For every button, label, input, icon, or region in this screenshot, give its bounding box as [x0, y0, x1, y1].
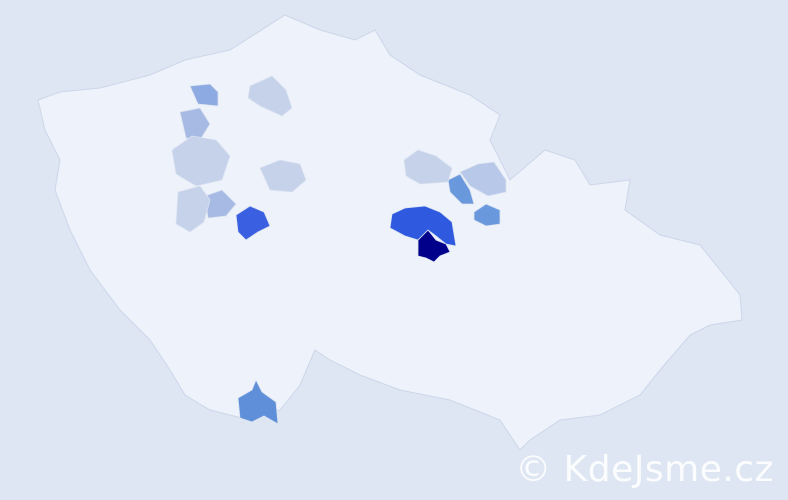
district-lowest[interactable]: [247, 75, 293, 117]
watermark: © KdeJsme.cz: [515, 449, 774, 490]
district-lowest[interactable]: [459, 161, 507, 197]
district-lowest[interactable]: [259, 159, 307, 193]
district-low[interactable]: [179, 107, 211, 141]
district-medium[interactable]: [473, 203, 501, 227]
district-low[interactable]: [189, 83, 219, 107]
district-high[interactable]: [235, 205, 271, 241]
district-lowest[interactable]: [403, 149, 453, 185]
district-lowest[interactable]: [171, 135, 231, 187]
district-low[interactable]: [204, 189, 237, 219]
district-high[interactable]: [389, 205, 457, 247]
district-highest[interactable]: [417, 229, 451, 263]
district-medium[interactable]: [237, 379, 279, 425]
country-outline: [37, 14, 743, 451]
district-medium[interactable]: [447, 173, 475, 205]
district-lowest[interactable]: [175, 185, 211, 233]
